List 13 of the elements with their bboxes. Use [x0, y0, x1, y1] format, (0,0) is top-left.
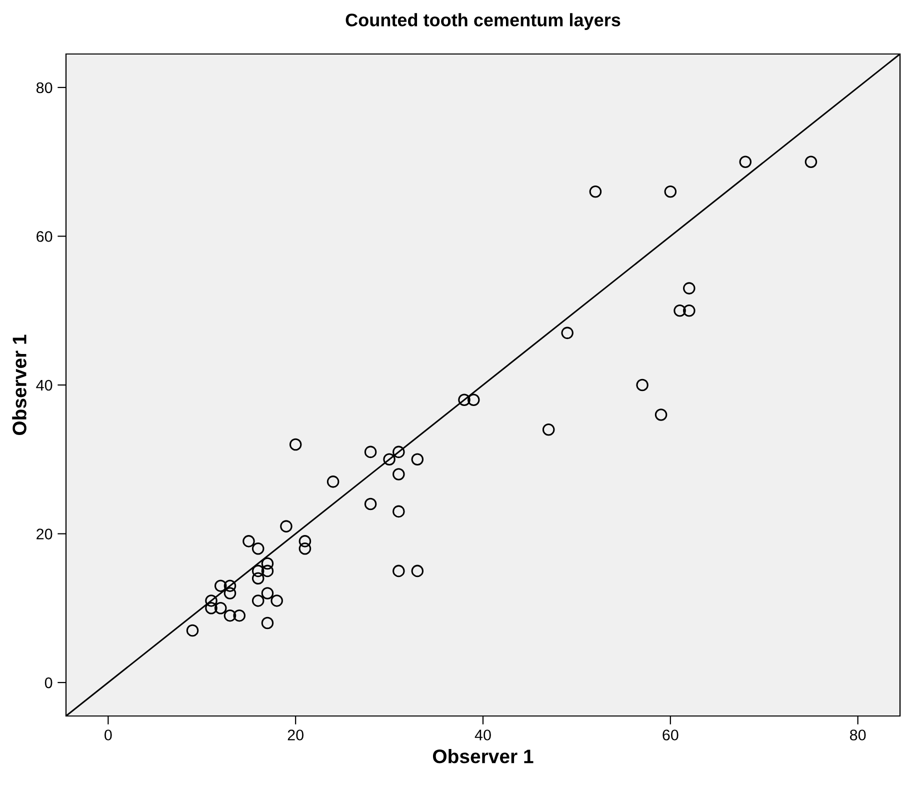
- y-tick-label: 20: [36, 528, 52, 540]
- x-tick-label: 80: [850, 730, 866, 740]
- y-axis-title: Observer 1: [12, 334, 26, 436]
- y-tick-label: 60: [36, 231, 52, 242]
- y-tick-label: 40: [36, 380, 52, 391]
- x-axis-title: Observer 1: [432, 748, 534, 764]
- x-tick-label: 60: [662, 730, 678, 740]
- x-tick-label: 40: [474, 730, 491, 740]
- chart-title: Counted tooth cementum layers: [346, 13, 620, 30]
- y-tick-label: 0: [44, 677, 52, 688]
- x-tick-label: 0: [104, 730, 112, 740]
- x-tick-label: 20: [288, 730, 304, 740]
- y-tick-label: 80: [36, 82, 52, 94]
